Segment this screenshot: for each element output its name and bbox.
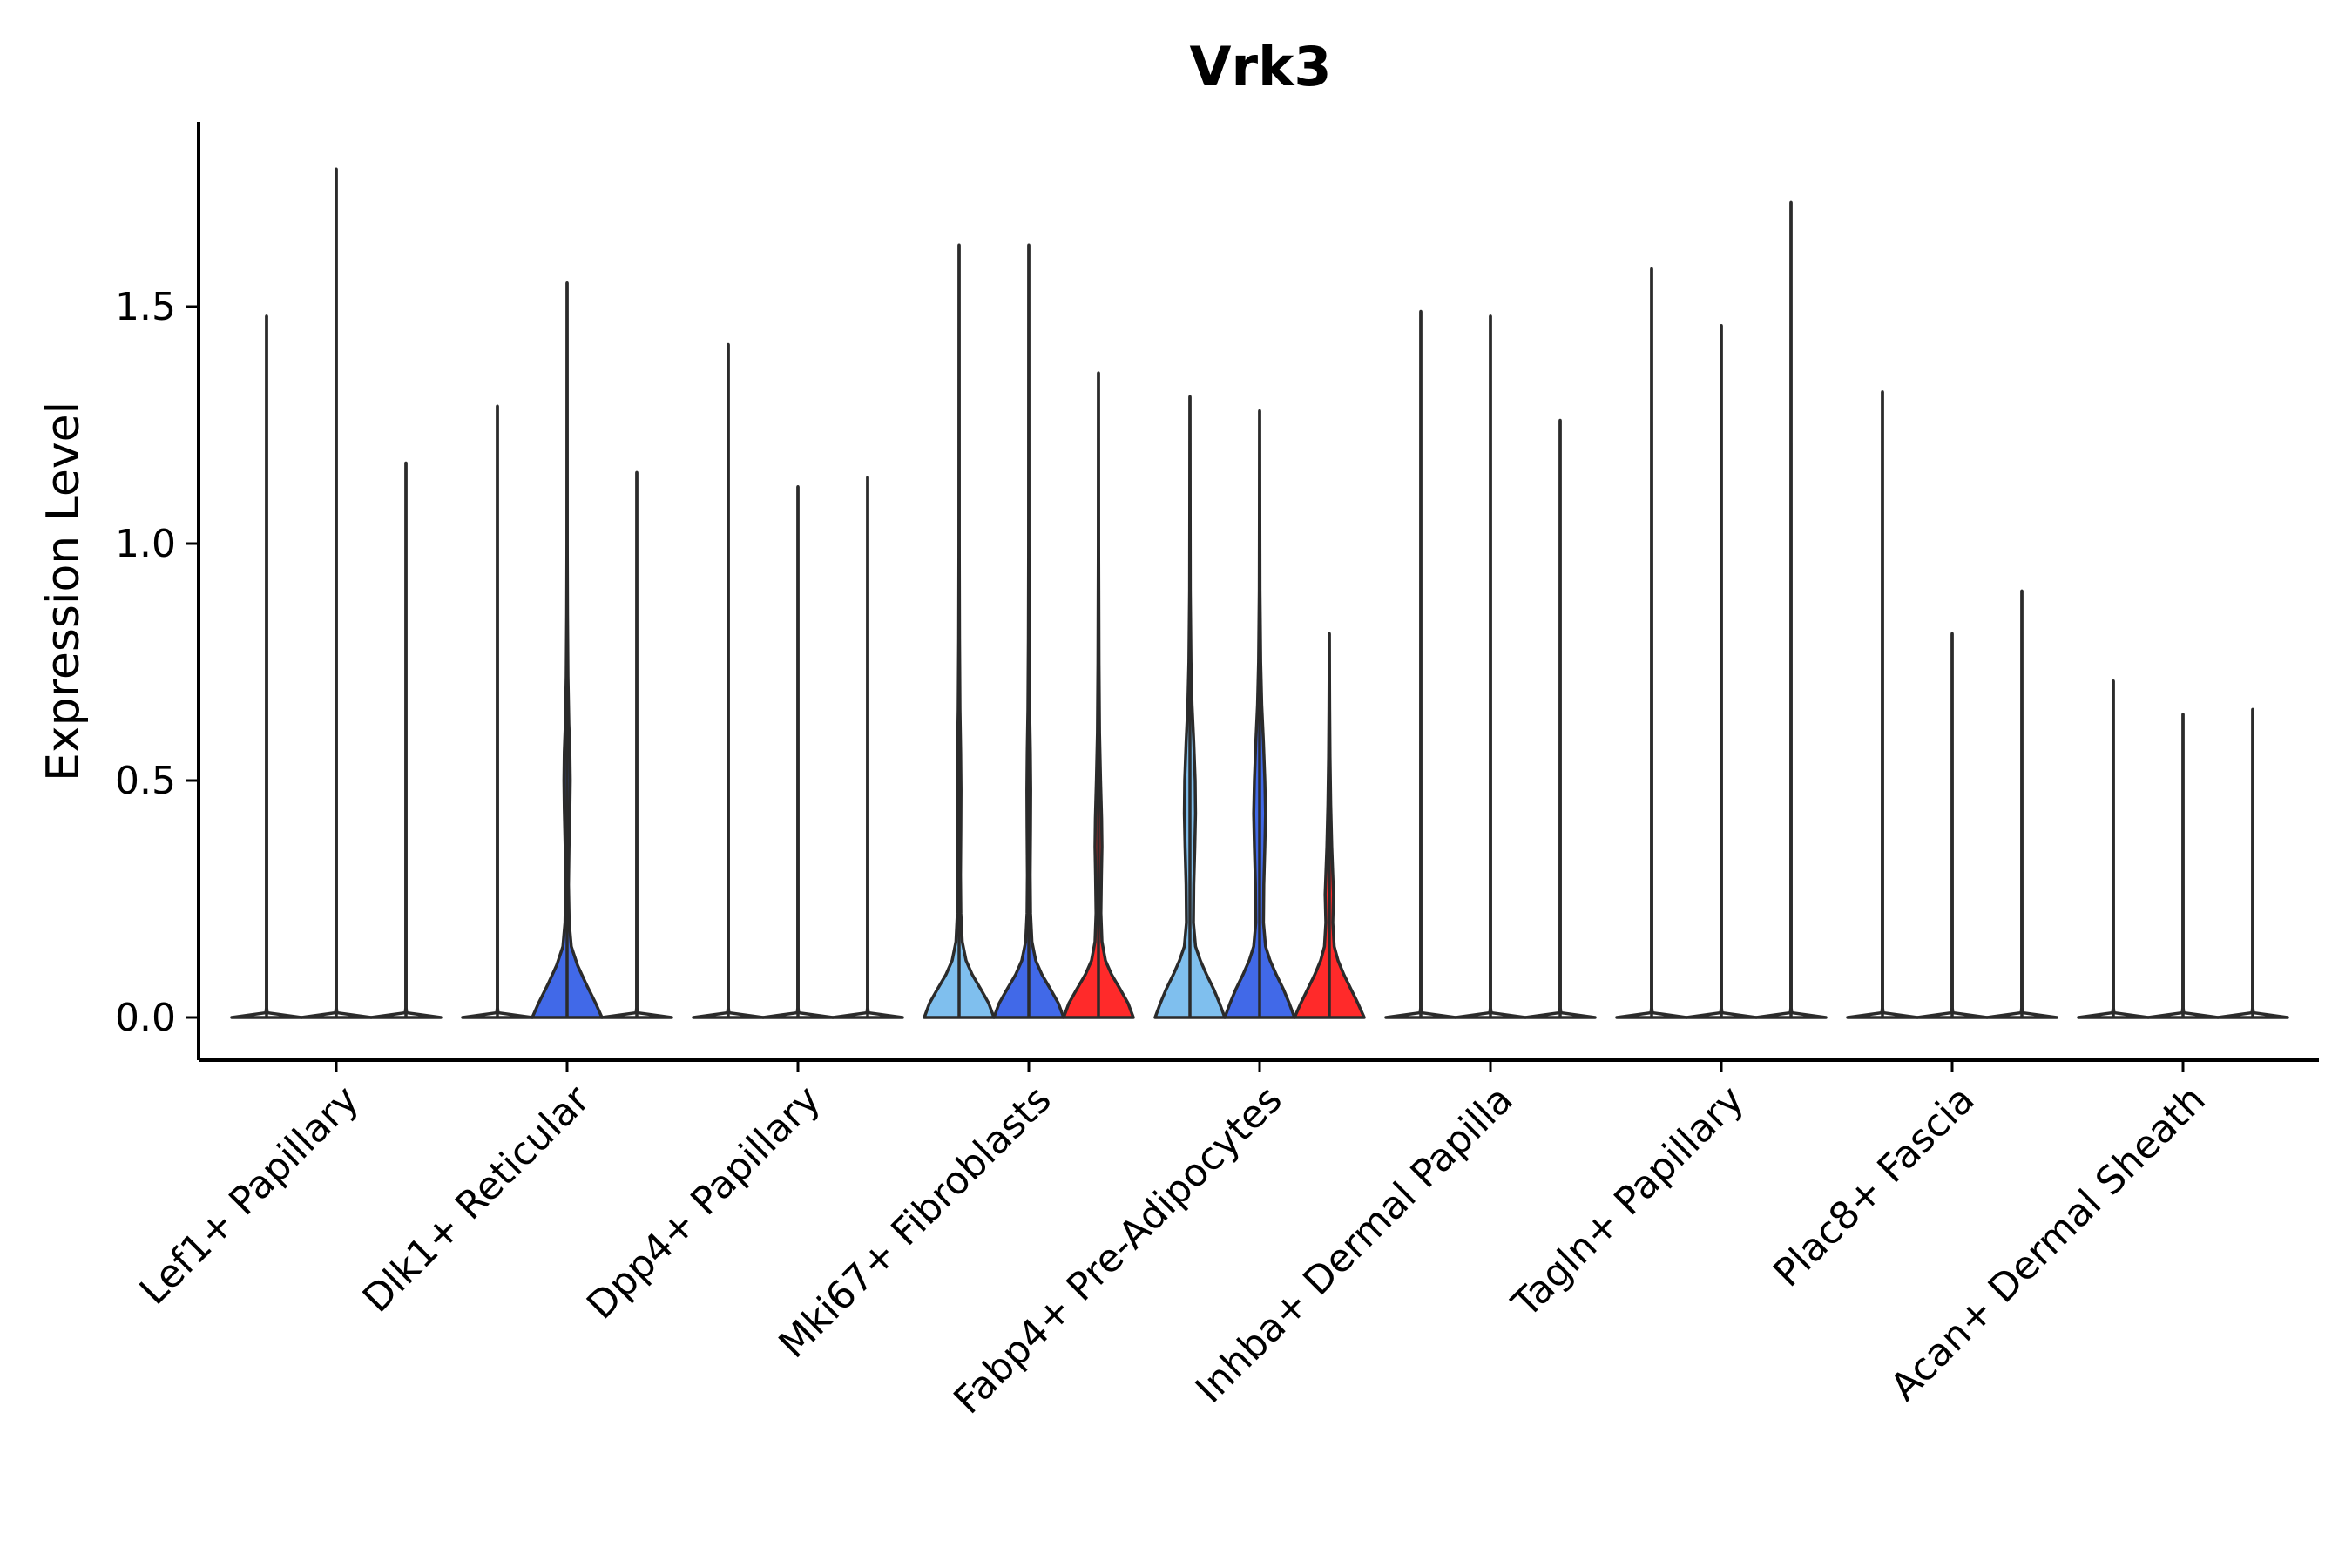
violin-layer bbox=[230, 167, 2289, 1019]
y-tick-label: 1.0 bbox=[115, 522, 176, 566]
x-tick-label: Dlk1+ Reticular bbox=[355, 1077, 599, 1321]
y-tick-layer: 0.0 0.5 1.0 1.5 bbox=[115, 285, 199, 1040]
y-tick-label: 0.5 bbox=[115, 759, 176, 803]
y-tick-label: 1.5 bbox=[115, 285, 176, 329]
x-tick-label: Lef1+ Papillary bbox=[132, 1078, 368, 1314]
y-axis-label: Expression Level bbox=[37, 402, 90, 781]
chart-title: Vrk3 bbox=[1190, 35, 1332, 98]
x-tick-label: Tagln+ Papillary bbox=[1504, 1078, 1753, 1327]
x-tick-label: Dpp4+ Papillary bbox=[578, 1078, 829, 1328]
y-tick-label: 0.0 bbox=[115, 996, 176, 1040]
x-tick-label: Plac8+ Fascia bbox=[1765, 1078, 1984, 1296]
